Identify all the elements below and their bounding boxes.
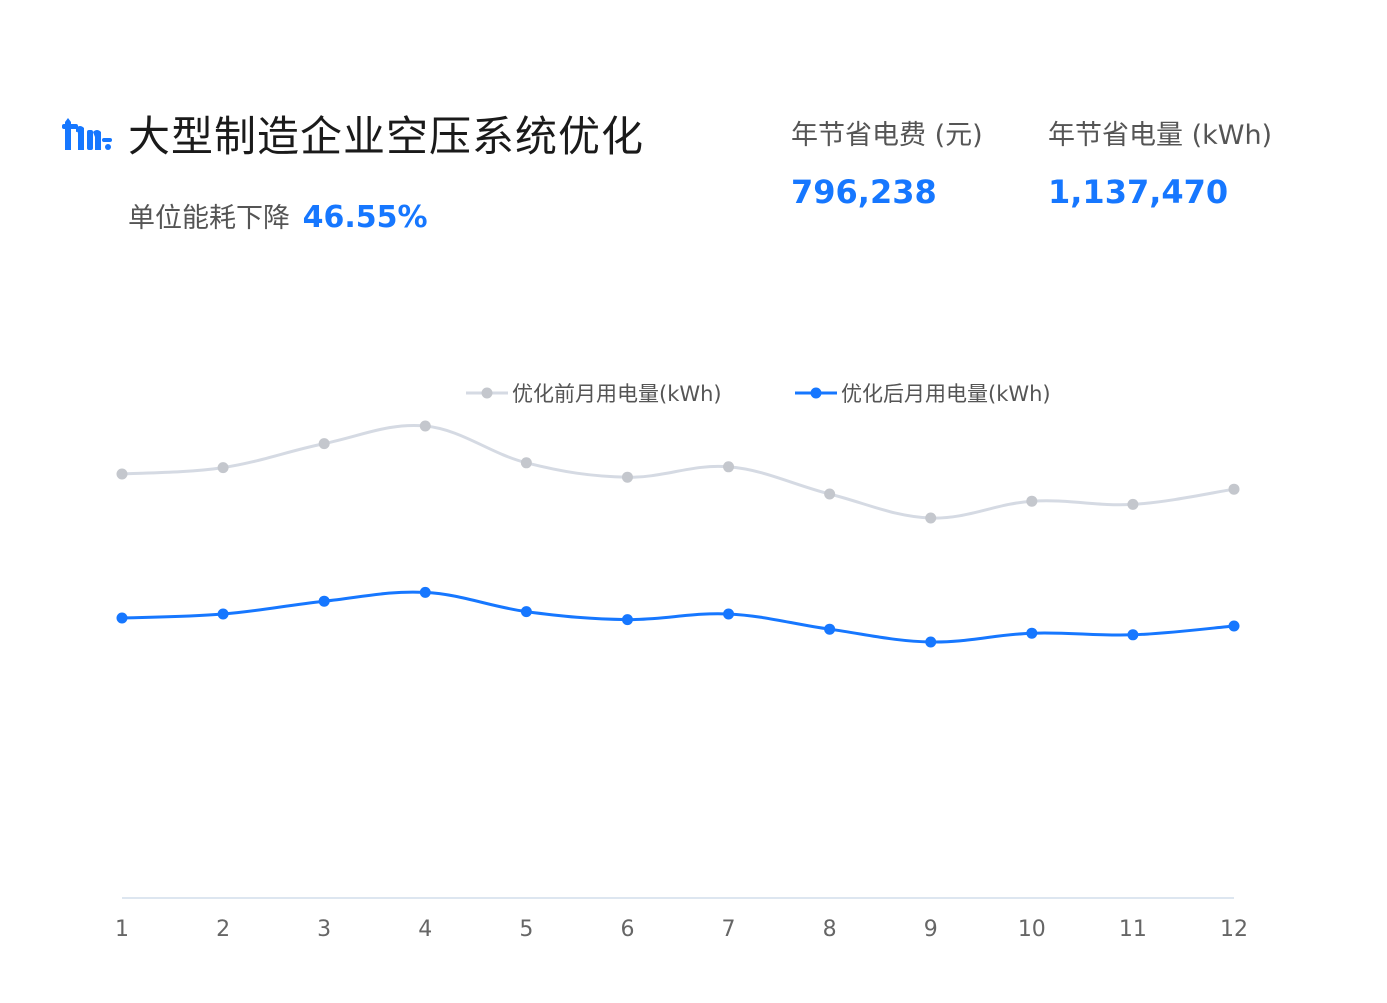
data-point-after-8[interactable]: [824, 623, 836, 635]
annual-cost-savings-value: 796,238: [791, 173, 937, 211]
series-before-optimization: [116, 420, 1240, 524]
data-point-after-12[interactable]: [1228, 620, 1240, 632]
x-tick-label-6: 6: [620, 917, 634, 942]
data-point-after-11[interactable]: [1127, 629, 1139, 641]
compressor-logo-icon: [62, 118, 112, 150]
energy-reduction-value: 46.55%: [302, 200, 428, 235]
x-tick-label-8: 8: [823, 917, 837, 942]
data-point-after-6[interactable]: [621, 614, 633, 626]
legend-label-after: 优化后月用电量(kWh): [841, 382, 1051, 406]
energy-reduction-label: 单位能耗下降: [128, 203, 290, 234]
data-point-before-8[interactable]: [824, 488, 836, 500]
x-tick-label-7: 7: [722, 917, 736, 942]
data-point-before-10[interactable]: [1026, 495, 1038, 507]
data-point-after-9[interactable]: [925, 636, 937, 648]
data-point-before-4[interactable]: [419, 420, 431, 432]
data-point-before-6[interactable]: [621, 471, 633, 483]
series-after-optimization: [116, 586, 1240, 648]
data-point-before-1[interactable]: [116, 468, 128, 480]
data-point-after-5[interactable]: [520, 606, 532, 618]
legend-item-after[interactable]: 优化后月用电量(kWh): [795, 382, 1051, 406]
x-tick-label-4: 4: [418, 917, 432, 942]
annual-energy-savings-stat: 年节省电量 (kWh) 1,137,470: [1048, 116, 1272, 214]
data-point-before-9[interactable]: [925, 512, 937, 524]
data-point-after-7[interactable]: [723, 608, 735, 620]
energy-reduction-summary: 单位能耗下降 46.55%: [128, 198, 428, 239]
x-tick-label-9: 9: [924, 917, 938, 942]
x-tick-label-5: 5: [519, 917, 533, 942]
data-point-before-11[interactable]: [1127, 498, 1139, 510]
x-tick-label-10: 10: [1018, 917, 1046, 942]
legend-swatch-marker: [481, 387, 493, 399]
series-after-line: [121, 590, 1235, 644]
page-title: 大型制造企业空压系统优化: [128, 112, 645, 161]
series-layer: [116, 420, 1240, 648]
annual-cost-savings-label: 年节省电费 (元): [791, 120, 983, 151]
data-point-after-4[interactable]: [419, 586, 431, 598]
x-tick-label-11: 11: [1119, 917, 1147, 942]
x-tick-label-1: 1: [115, 917, 129, 942]
x-tick-label-2: 2: [216, 917, 230, 942]
annual-energy-savings-label: 年节省电量 (kWh): [1048, 120, 1273, 151]
data-point-after-1[interactable]: [116, 612, 128, 624]
chart-legend: 优化前月用电量(kWh) 优化后月用电量(kWh): [466, 382, 1051, 406]
x-axis-ticks: 1 2 3 4 5 6 7 8 9 10 11 12: [115, 917, 1248, 942]
annual-cost-savings-stat: 年节省电费 (元) 796,238: [791, 116, 983, 214]
data-point-after-3[interactable]: [318, 595, 330, 607]
data-point-after-2[interactable]: [217, 608, 229, 620]
data-point-before-3[interactable]: [318, 438, 330, 450]
data-point-before-2[interactable]: [217, 462, 229, 474]
legend-swatch-marker: [810, 387, 822, 399]
data-point-before-12[interactable]: [1228, 483, 1240, 495]
data-point-before-7[interactable]: [723, 461, 735, 473]
annual-energy-savings-value: 1,137,470: [1048, 173, 1229, 211]
series-before-line: [121, 423, 1235, 520]
x-tick-label-12: 12: [1220, 917, 1248, 942]
legend-label-before: 优化前月用电量(kWh): [512, 382, 722, 406]
x-tick-label-3: 3: [317, 917, 331, 942]
data-point-before-5[interactable]: [520, 457, 532, 469]
data-point-after-10[interactable]: [1026, 627, 1038, 639]
legend-item-before[interactable]: 优化前月用电量(kWh): [466, 382, 722, 406]
